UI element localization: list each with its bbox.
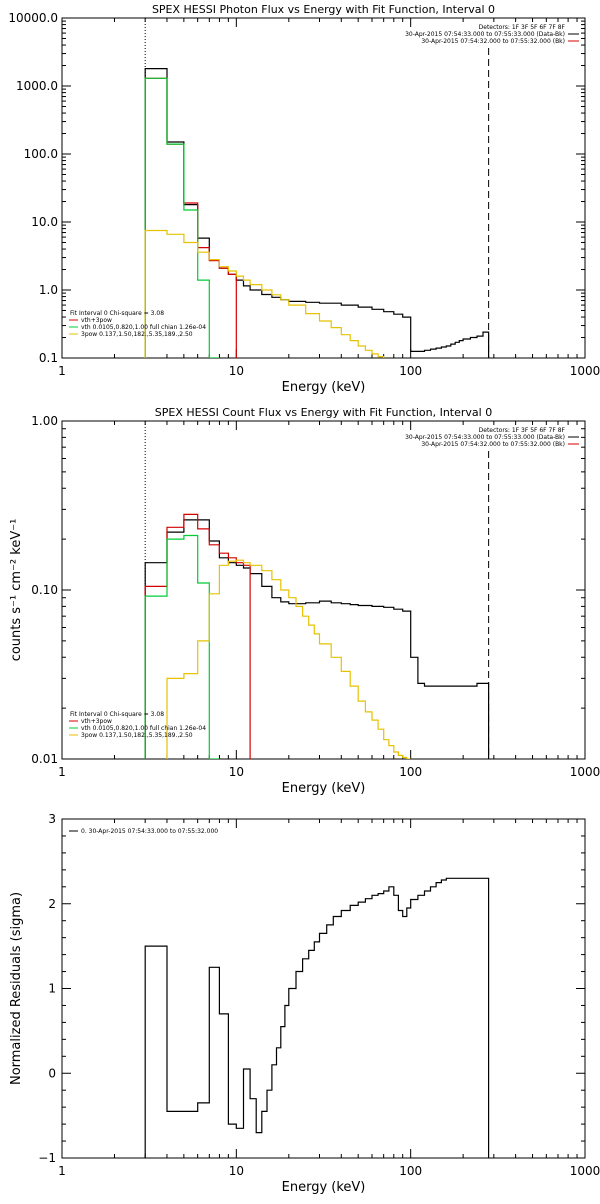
plot-title: SPEX HESSI Count Flux vs Energy with Fit… [155, 406, 492, 419]
x-tick-label: 10 [229, 364, 244, 378]
series-group [144, 877, 490, 1158]
x-tick-label: 10 [229, 1164, 244, 1178]
x-tick-label: 1000 [570, 364, 600, 378]
header-bk-interval: 30-Apr-2015 07:54:32.000 to 07:55:32.000… [421, 441, 565, 448]
legend: Fit Interval 0 Chi-square = 3.08vth+3pow… [69, 711, 206, 739]
x-tick-label: 1 [58, 1164, 66, 1178]
series-group [144, 513, 490, 759]
plot-frame [61, 17, 586, 359]
x-axis-label: Energy (keV) [282, 1180, 366, 1195]
legend-entry: 3pow 0.137,1.50,182.,5.35,189.,2.50 [81, 732, 193, 739]
y-axis-label: Normalized Residuals (sigma) [9, 892, 24, 1085]
series-line-1 [144, 877, 490, 1158]
series-line-4 [144, 229, 385, 358]
plot-frame [61, 420, 586, 760]
plot-header: Detectors: 1F 3F 5F 6F 7F 8F30-Apr-2015 … [405, 427, 579, 448]
y-tick-label: 0.10 [31, 583, 58, 597]
y-tick-label: 1000.0 [16, 79, 58, 93]
plot-header: Detectors: 1F 3F 5F 6F 7F 8F30-Apr-2015 … [405, 24, 579, 45]
series-line-3 [144, 534, 220, 759]
y-tick-label: 1.0 [39, 283, 58, 297]
x-axis-label: Energy (keV) [282, 380, 366, 395]
x-tick-label: 100 [399, 765, 422, 779]
y-tick-label: 10000.0 [8, 11, 58, 25]
series-line-4 [166, 559, 411, 759]
y-tick-label: −1 [38, 1151, 56, 1165]
x-tick-label: 1000 [570, 765, 600, 779]
legend-entry: vth+3pow [81, 718, 112, 725]
x-tick-label: 1000 [570, 1164, 600, 1178]
x-tick-label: 100 [399, 1164, 422, 1178]
y-tick-label: 100.0 [24, 147, 58, 161]
legend-entry: Fit Interval 0 Chi-square = 3.08 [70, 711, 164, 718]
legend-entry: vth 0.0105,0.820,1.00 full chian 1.26e-0… [81, 725, 206, 732]
series-line-1 [144, 68, 490, 358]
y-tick-label: 1.00 [31, 414, 58, 428]
header-detectors: Detectors: 1F 3F 5F 6F 7F 8F [479, 24, 566, 31]
series-line-2 [144, 513, 251, 759]
legend-entry: 3pow 0.137,1.50,182.,5.35,189.,2.50 [81, 331, 193, 338]
y-tick-label: 1 [48, 982, 56, 996]
legend-entry: 0. 30-Apr-2015 07:54:33.000 to 07:55:32.… [81, 828, 218, 835]
y-tick-label: 0 [48, 1066, 56, 1080]
plot-frame [61, 818, 586, 1159]
x-tick-label: 1 [58, 364, 66, 378]
y-tick-label: 2 [48, 897, 56, 911]
legend-entry: vth 0.0105,0.820,1.00 full chian 1.26e-0… [81, 324, 206, 331]
y-tick-label: 0.01 [31, 752, 58, 766]
x-axis-label: Energy (keV) [282, 781, 366, 796]
plot-title: SPEX HESSI Photon Flux vs Energy with Fi… [152, 3, 495, 16]
x-tick-label: 100 [399, 364, 422, 378]
header-bk-interval: 30-Apr-2015 07:54:32.000 to 07:55:32.000… [421, 38, 565, 45]
x-axis-ticks [61, 18, 586, 358]
legend: Fit Interval 0 Chi-square = 3.08vth+3pow… [69, 310, 206, 338]
legend-entry: vth+3pow [81, 317, 112, 324]
header-data-interval: 30-Apr-2015 07:54:33.000 to 07:55:33.000… [405, 434, 565, 441]
x-tick-label: 10 [229, 765, 244, 779]
plot-panel-1: Detectors: 1F 3F 5F 6F 7F 8F30-Apr-2015 … [61, 17, 586, 359]
x-axis-ticks [61, 421, 586, 759]
legend-entry: Fit Interval 0 Chi-square = 3.08 [70, 310, 164, 317]
y-axis-label: counts s⁻¹ cm⁻² keV⁻¹ [9, 519, 24, 662]
y-axis-ticks [62, 818, 585, 1159]
plot-panel-3: 0. 30-Apr-2015 07:54:33.000 to 07:55:32.… [61, 818, 586, 1159]
x-axis-ticks [61, 819, 586, 1158]
series-line-1 [144, 519, 490, 759]
y-tick-label: 0.1 [39, 351, 58, 365]
legend: 0. 30-Apr-2015 07:54:33.000 to 07:55:32.… [69, 828, 218, 835]
plot-panel-2: Detectors: 1F 3F 5F 6F 7F 8F30-Apr-2015 … [61, 420, 586, 760]
y-axis-ticks [62, 420, 585, 760]
y-axis-ticks [62, 17, 585, 359]
header-detectors: Detectors: 1F 3F 5F 6F 7F 8F [479, 427, 566, 434]
y-tick-label: 10.0 [31, 215, 58, 229]
header-data-interval: 30-Apr-2015 07:54:33.000 to 07:55:33.000… [405, 31, 565, 38]
series-line-3 [144, 77, 220, 358]
y-tick-label: 3 [48, 812, 56, 826]
x-tick-label: 1 [58, 765, 66, 779]
series-group [144, 68, 490, 358]
